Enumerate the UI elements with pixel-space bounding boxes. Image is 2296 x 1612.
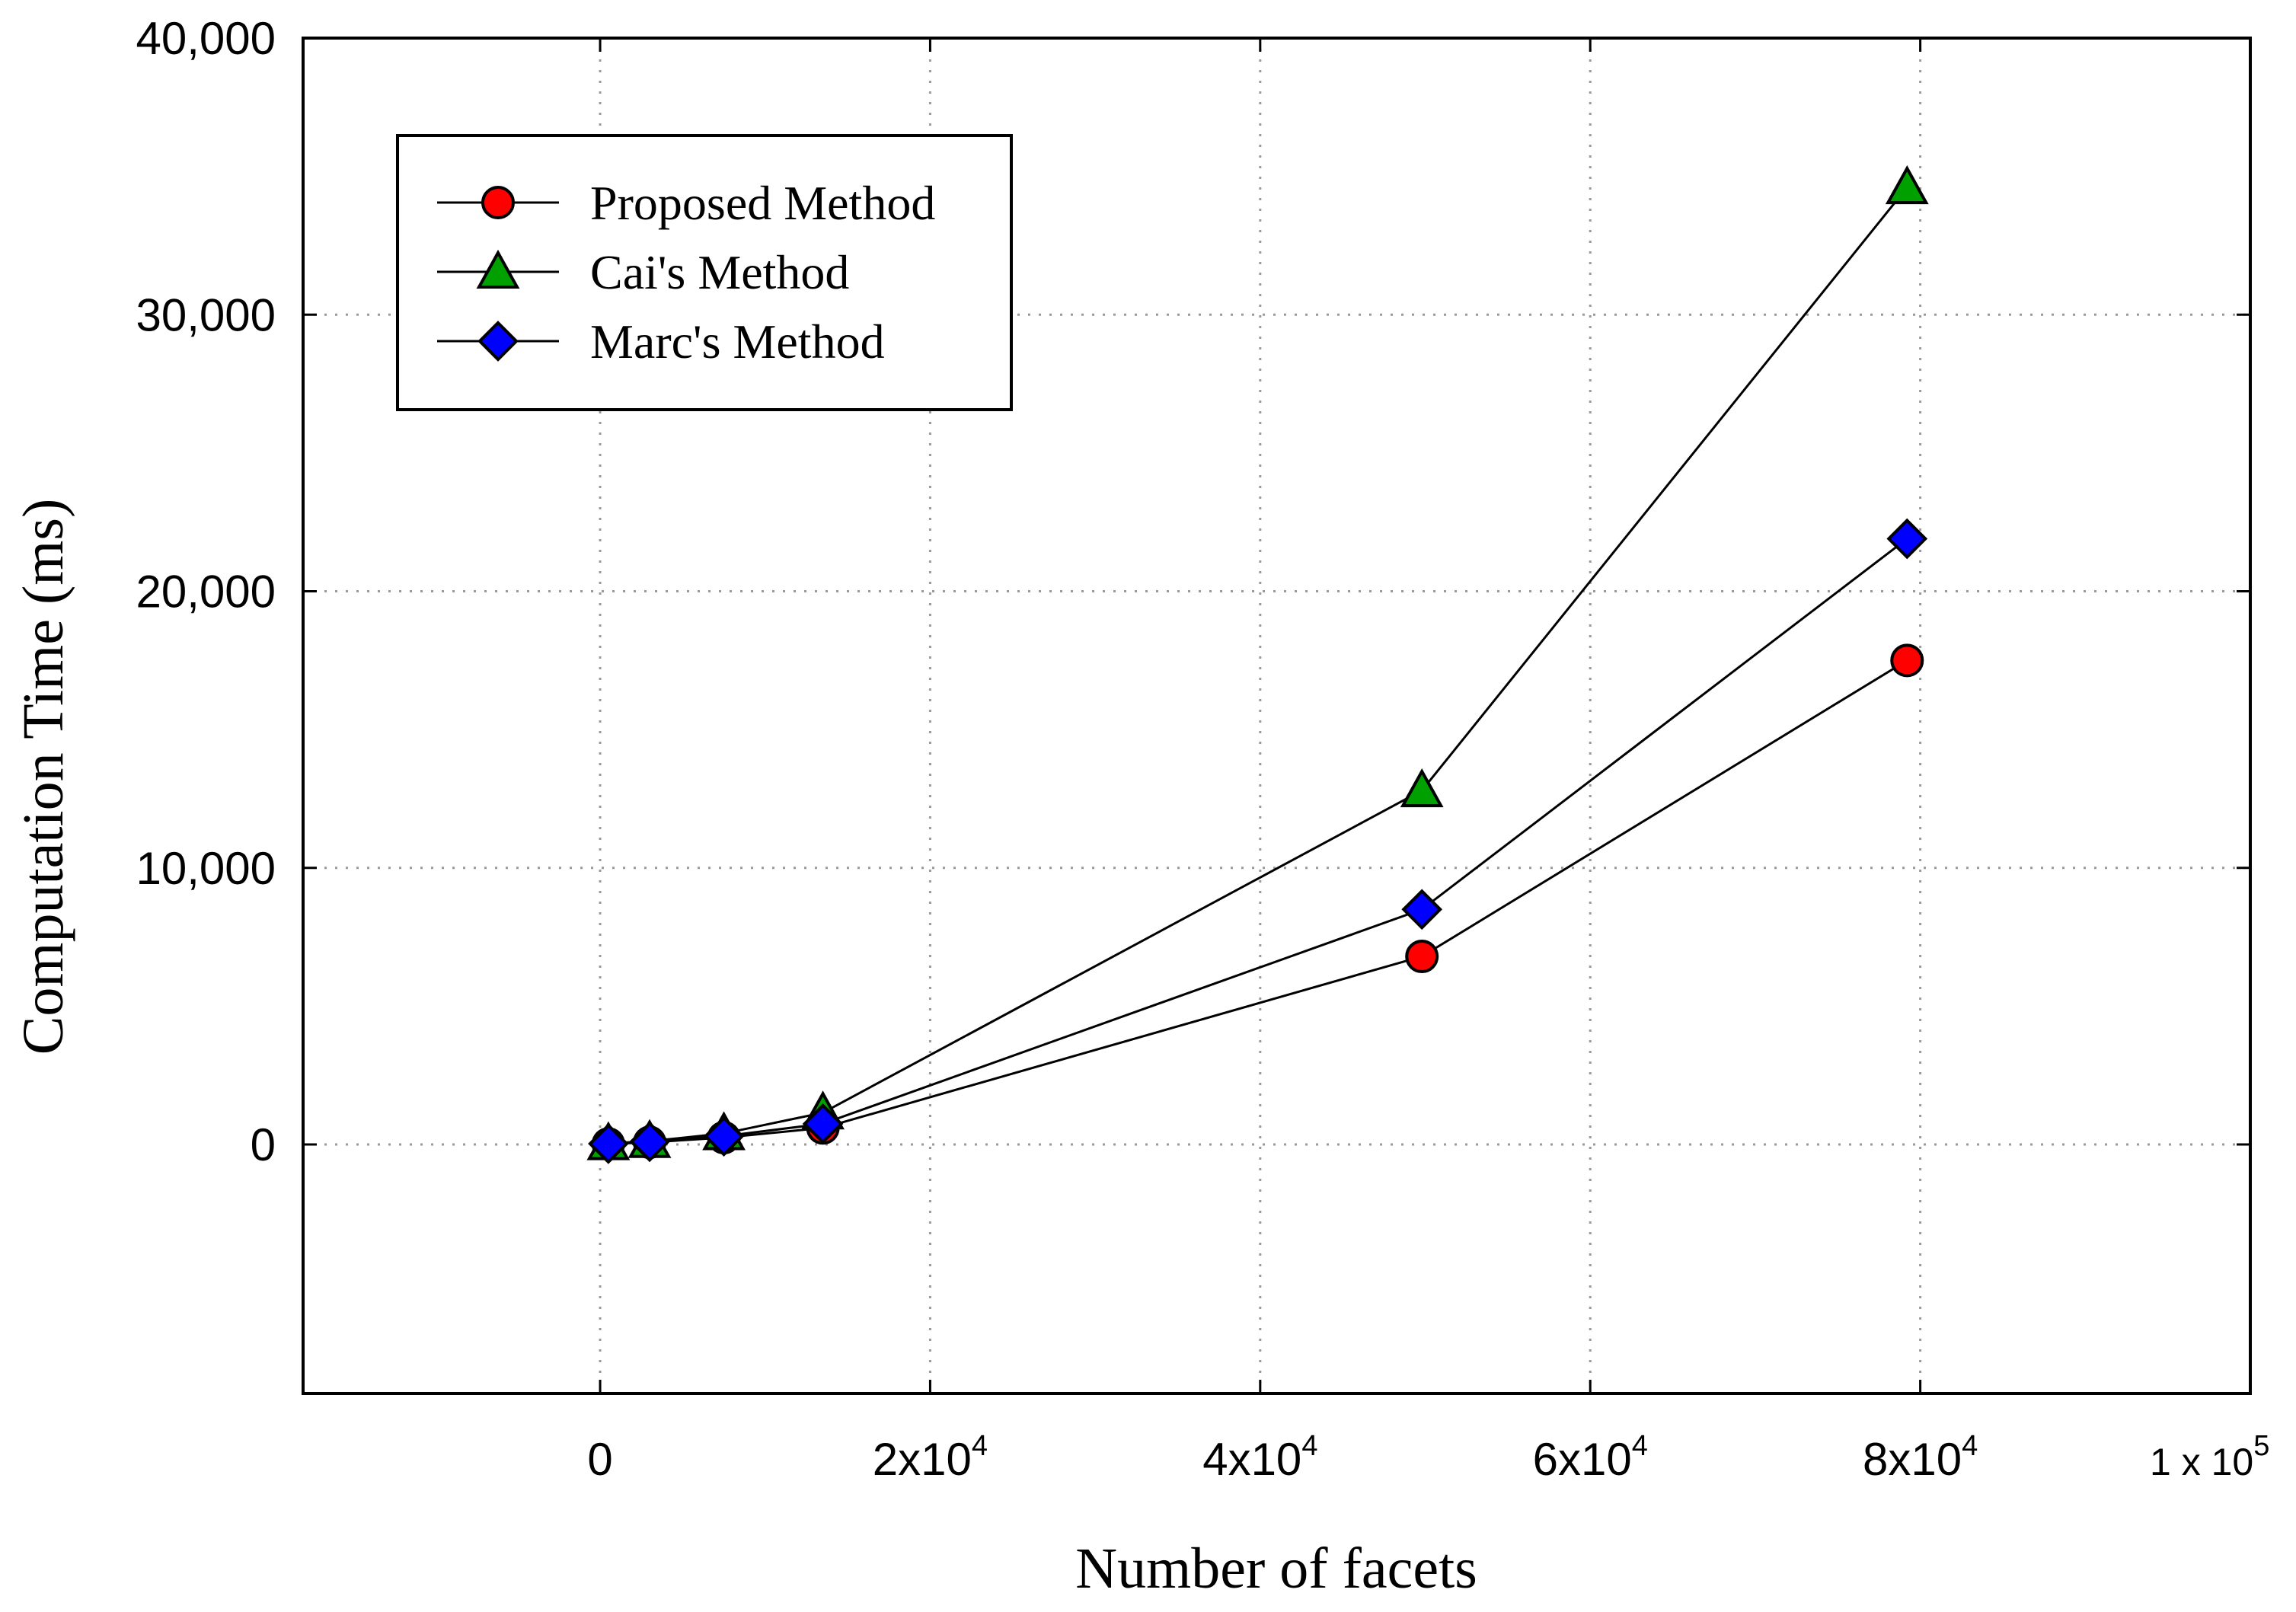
x-tick-label: 6x104 [1533, 1430, 1648, 1485]
axis-ticks [303, 37, 2252, 1393]
series-markers-marc-s-method [588, 518, 1928, 1164]
legend-entries: Proposed Method Cai's Method Marc's Method [437, 176, 935, 369]
x-tick-exponent: 4 [1962, 1430, 1978, 1462]
x-tick-label: 2x104 [873, 1430, 988, 1485]
series-line-marc-s-method [608, 538, 1908, 1145]
y-axis-title: Computation Time (ms) [11, 499, 75, 1055]
data-point-cai-s-method [1885, 165, 1929, 205]
legend-label: Marc's Method [590, 314, 885, 369]
x-tick-exponent: 4 [1301, 1430, 1317, 1462]
x-tick-base: x10 [1558, 1434, 1632, 1485]
series-layer [586, 165, 1929, 1164]
legend-entry-cai-s-method: Cai's Method [437, 245, 849, 299]
x-tick-label: 4x104 [1202, 1430, 1317, 1485]
data-point-marc-s-method [588, 1123, 629, 1164]
data-point-marc-s-method [1886, 518, 1928, 560]
data-point-proposed-method [1890, 643, 1924, 678]
data-point-marc-s-method [1401, 889, 1443, 930]
series-line-proposed-method [608, 659, 1908, 1145]
y-tick-label: 0 [251, 1119, 276, 1170]
y-tick-label: 40,000 [136, 13, 276, 64]
series-proposed-method [608, 659, 1908, 1145]
x-tick-mantissa: 6 [1533, 1434, 1558, 1485]
legend-marker-circle [481, 186, 515, 219]
series-marc-s-method [608, 538, 1908, 1145]
legend-entry-marc-s-method: Marc's Method [437, 314, 885, 369]
x-tick-base: x10 [1888, 1434, 1962, 1485]
legend-entry-proposed-method: Proposed Method [437, 176, 935, 230]
x-tick-mantissa: 1 [2150, 1441, 2171, 1483]
legend-label: Proposed Method [590, 176, 935, 230]
legend-label: Cai's Method [590, 245, 849, 299]
x-tick-exponent: 4 [1632, 1430, 1648, 1462]
legend-marker-triangle [476, 249, 520, 289]
x-tick-mantissa: 8 [1863, 1434, 1888, 1485]
x-tick-base: x10 [1228, 1434, 1302, 1485]
x-axis-title: Number of facets [1075, 1537, 1477, 1601]
x-tick-label: 1 x 105 [2150, 1430, 2269, 1483]
x-tick-mantissa: 4 [1202, 1434, 1228, 1485]
x-tick-mantissa: 2 [873, 1434, 898, 1485]
x-tick-label: 8x104 [1863, 1430, 1978, 1485]
data-point-marc-s-method [629, 1121, 670, 1163]
x-tick-labels: 0 2x104 4x104 6x104 8x104 1 x 105 [587, 1430, 2269, 1485]
legend: Proposed Method Cai's Method Marc's Method [396, 134, 1013, 411]
y-tick-label: 30,000 [136, 289, 276, 340]
x-tick-mantissa: 0 [587, 1434, 612, 1485]
x-tick-base: x10 [898, 1434, 972, 1485]
data-point-marc-s-method [703, 1116, 745, 1157]
x-tick-exponent: 5 [2253, 1430, 2269, 1462]
series-markers-proposed-method [591, 643, 1924, 1161]
y-tick-label: 20,000 [136, 567, 276, 618]
legend-marker-diamond [477, 321, 519, 362]
data-point-cai-s-method [1400, 768, 1444, 808]
plot-frame [302, 37, 2252, 1395]
x-tick-exponent: 4 [972, 1430, 988, 1462]
x-tick-label: 0 [587, 1434, 612, 1485]
y-tick-labels: 0 10,000 20,000 30,000 40,000 [136, 13, 276, 1170]
data-point-marc-s-method [802, 1103, 844, 1144]
x-tick-base: x 10 [2171, 1441, 2253, 1483]
y-tick-label: 10,000 [136, 843, 276, 894]
data-point-proposed-method [1405, 940, 1439, 974]
